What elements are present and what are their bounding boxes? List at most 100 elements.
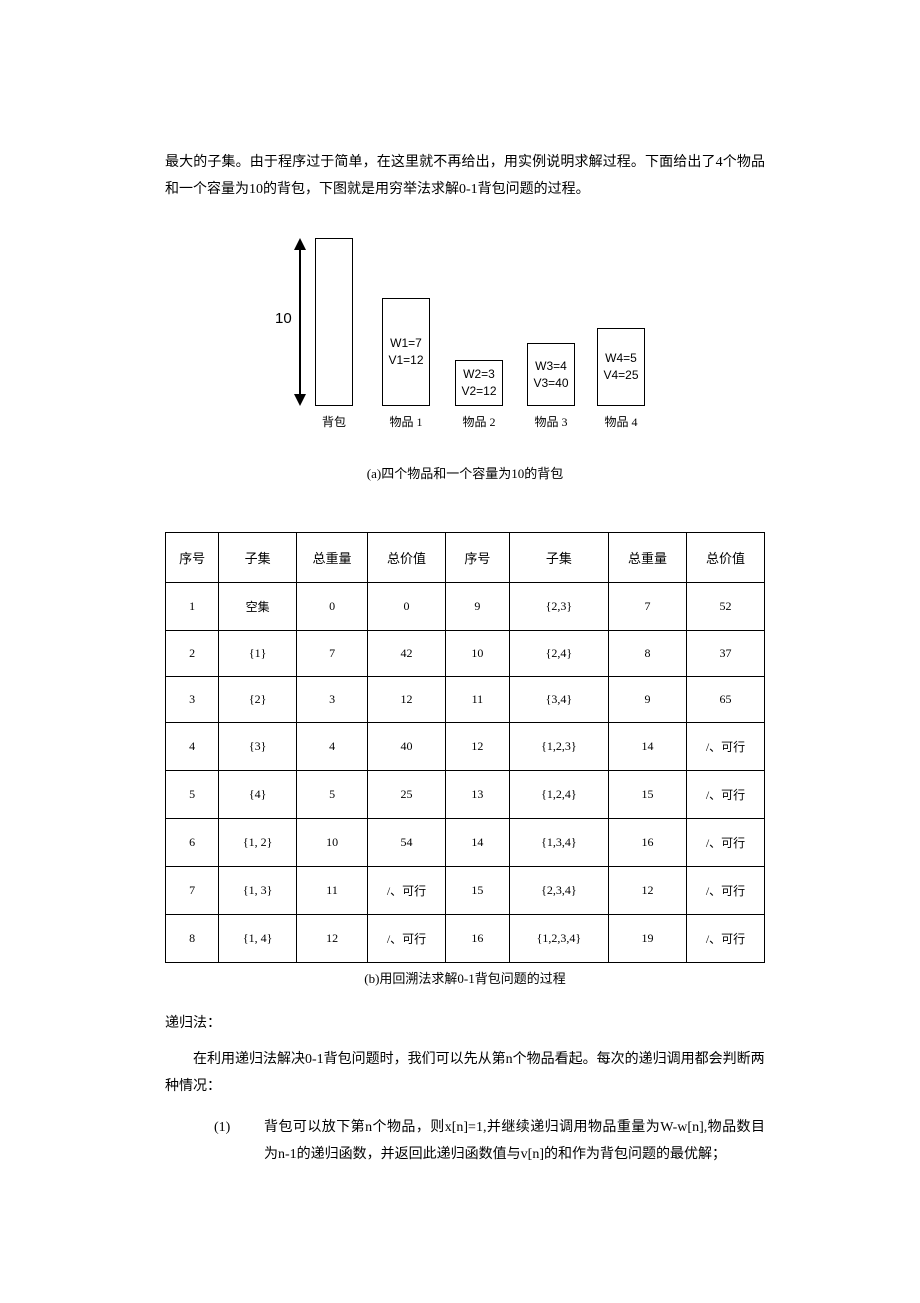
table-header: 子集: [509, 533, 608, 583]
table-cell: 1: [166, 583, 219, 631]
table-cell: 16: [609, 819, 687, 867]
table-cell: /、可行: [686, 819, 764, 867]
table-row: 6{1, 2}105414{1,3,4}16/、可行: [166, 819, 765, 867]
caption-a: (a)四个物品和一个容量为10的背包: [165, 463, 765, 482]
item-label-1: 物品 1: [386, 413, 426, 430]
table-cell: 0: [297, 583, 368, 631]
item-box-4: W4=5V4=25: [597, 328, 645, 406]
table-cell: {2,3}: [509, 583, 608, 631]
table-cell: 9: [445, 583, 509, 631]
table-cell: 40: [368, 723, 446, 771]
table-header: 总价值: [368, 533, 446, 583]
recursive-list: (1) 背包可以放下第n个物品，则x[n]=1,并继续递归调用物品重量为W-w[…: [214, 1115, 765, 1168]
table-cell: 12: [368, 677, 446, 723]
table-cell: {1, 3}: [219, 867, 297, 915]
table-cell: {1}: [219, 631, 297, 677]
table-cell: /、可行: [686, 723, 764, 771]
table-cell: 54: [368, 819, 446, 867]
table-row: 1空集009{2,3}752: [166, 583, 765, 631]
table-cell: 7: [297, 631, 368, 677]
table-cell: 25: [368, 771, 446, 819]
table-cell: 16: [445, 915, 509, 963]
table-cell: 10: [445, 631, 509, 677]
table-row: 4{3}44012{1,2,3}14/、可行: [166, 723, 765, 771]
intro-paragraph: 最大的子集。由于程序过于简单，在这里就不再给出，用实例说明求解过程。下面给出了4…: [165, 150, 765, 203]
table-header: 总价值: [686, 533, 764, 583]
table-header: 总重量: [297, 533, 368, 583]
table-cell: 42: [368, 631, 446, 677]
table-cell: 9: [609, 677, 687, 723]
table-cell: /、可行: [686, 867, 764, 915]
table-cell: 6: [166, 819, 219, 867]
table-cell: {4}: [219, 771, 297, 819]
table-cell: /、可行: [686, 915, 764, 963]
table-cell: 12: [609, 867, 687, 915]
table-row: 8{1, 4}12/、可行16{1,2,3,4}19/、可行: [166, 915, 765, 963]
table-cell: 7: [166, 867, 219, 915]
table-cell: 2: [166, 631, 219, 677]
table-cell: 0: [368, 583, 446, 631]
item-box-3: W3=4V3=40: [527, 343, 575, 406]
table-cell: {3,4}: [509, 677, 608, 723]
knapsack-diagram: 10 背包 W1=7V1=12 物品 1 W2=3V2=12 物品 2 W3=4V3=40 物…: [165, 238, 765, 438]
recursive-title: 递归法：: [165, 1012, 765, 1032]
table-row: 7{1, 3}11/、可行15{2,3,4}12/、可行: [166, 867, 765, 915]
table-cell: 5: [166, 771, 219, 819]
knapsack-box: [315, 238, 353, 406]
table-cell: 7: [609, 583, 687, 631]
table-cell: 52: [686, 583, 764, 631]
item-label-2: 物品 2: [459, 413, 499, 430]
list-body: 背包可以放下第n个物品，则x[n]=1,并继续递归调用物品重量为W-w[n],物…: [264, 1115, 765, 1168]
table-cell: 4: [166, 723, 219, 771]
capacity-label: 10: [275, 310, 292, 327]
table-row: 2{1}74210{2,4}837: [166, 631, 765, 677]
table-cell: 12: [297, 915, 368, 963]
table-cell: 3: [297, 677, 368, 723]
table-cell: {1,2,4}: [509, 771, 608, 819]
knapsack-label: 背包: [314, 413, 354, 430]
table-cell: 11: [297, 867, 368, 915]
table-cell: {1, 2}: [219, 819, 297, 867]
table-cell: 13: [445, 771, 509, 819]
table-cell: 14: [445, 819, 509, 867]
table-cell: /、可行: [368, 915, 446, 963]
table-row: 3{2}31211{3,4}965: [166, 677, 765, 723]
table-cell: 15: [609, 771, 687, 819]
table-cell: {3}: [219, 723, 297, 771]
item-box-1: W1=7V1=12: [382, 298, 430, 406]
table-cell: 5: [297, 771, 368, 819]
table-cell: 12: [445, 723, 509, 771]
table-cell: 10: [297, 819, 368, 867]
table-cell: 37: [686, 631, 764, 677]
table-cell: {2,3,4}: [509, 867, 608, 915]
list-number: (1): [214, 1115, 264, 1168]
table-cell: /、可行: [368, 867, 446, 915]
table-cell: 19: [609, 915, 687, 963]
recursive-para: 在利用递归法解决0-1背包问题时，我们可以先从第n个物品看起。每次的递归调用都会…: [165, 1047, 765, 1100]
table-cell: 8: [609, 631, 687, 677]
table-header: 子集: [219, 533, 297, 583]
table-header: 序号: [445, 533, 509, 583]
table-header: 总重量: [609, 533, 687, 583]
table-cell: {1,2,3,4}: [509, 915, 608, 963]
table-row: 5{4}52513{1,2,4}15/、可行: [166, 771, 765, 819]
table-cell: 15: [445, 867, 509, 915]
table-header: 序号: [166, 533, 219, 583]
table-cell: 3: [166, 677, 219, 723]
item-label-3: 物品 3: [531, 413, 571, 430]
table-cell: {1,2,3}: [509, 723, 608, 771]
table-cell: 空集: [219, 583, 297, 631]
table-cell: 11: [445, 677, 509, 723]
caption-b: (b)用回溯法求解0-1背包问题的过程: [165, 968, 765, 987]
subset-table: 序号子集总重量总价值序号子集总重量总价值 1空集009{2,3}7522{1}7…: [165, 532, 765, 963]
table-cell: 14: [609, 723, 687, 771]
table-cell: {1,3,4}: [509, 819, 608, 867]
table-cell: 8: [166, 915, 219, 963]
table-cell: /、可行: [686, 771, 764, 819]
table-cell: {2,4}: [509, 631, 608, 677]
table-cell: {1, 4}: [219, 915, 297, 963]
table-cell: {2}: [219, 677, 297, 723]
item-label-4: 物品 4: [601, 413, 641, 430]
item-box-2: W2=3V2=12: [455, 360, 503, 406]
table-cell: 65: [686, 677, 764, 723]
